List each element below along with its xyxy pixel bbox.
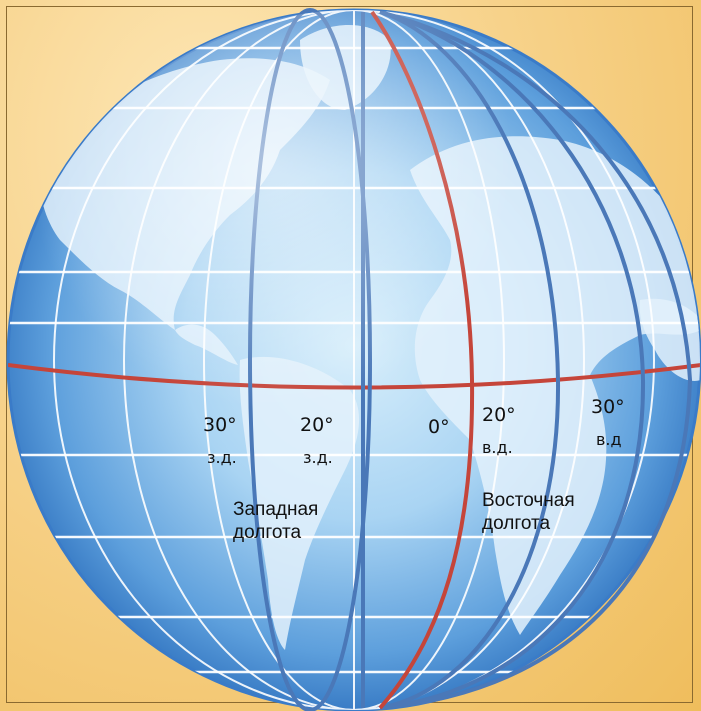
label-20w-suffix: з.д. — [303, 448, 333, 467]
east-caption-line2: долгота — [482, 513, 551, 534]
west-caption-line2: долгота — [233, 522, 302, 543]
label-30w-degree: 30° — [203, 414, 237, 436]
west-longitude-caption: Западная долгота — [233, 498, 318, 544]
east-longitude-caption: Восточная долгота — [482, 489, 575, 535]
label-20e-suffix: в.д. — [482, 438, 513, 457]
label-0-degree: 0° — [428, 416, 450, 438]
east-caption-line1: Восточная — [482, 490, 575, 511]
label-30e-suffix: в.д — [596, 430, 622, 449]
label-30e-degree: 30° — [591, 396, 625, 418]
label-20w-degree: 20° — [300, 414, 334, 436]
west-caption-line1: Западная — [233, 499, 319, 520]
globe-shine — [8, 10, 700, 710]
label-20e-degree: 20° — [482, 404, 516, 426]
label-30w-suffix: з.д. — [207, 448, 237, 467]
